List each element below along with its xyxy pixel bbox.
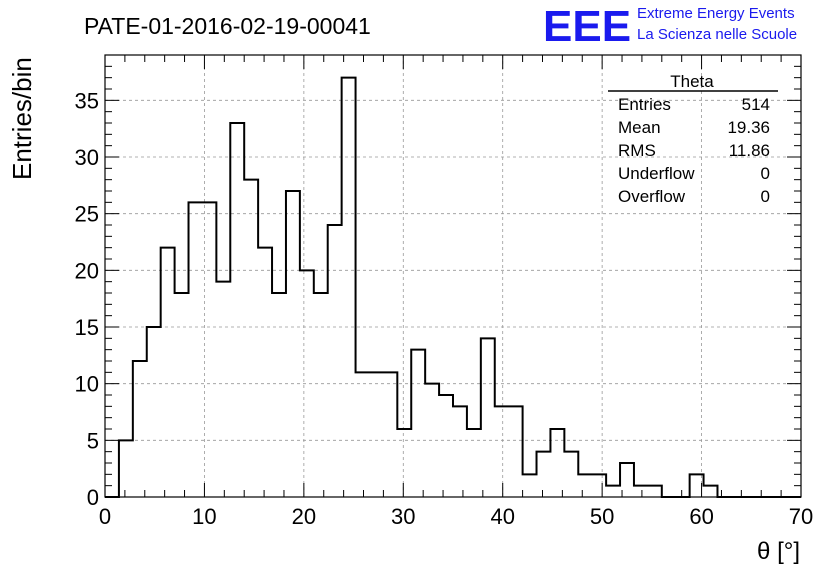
stat-value-entries: 514 [742,95,770,114]
stat-value-mean: 19.36 [727,118,770,137]
stat-label-entries: Entries [618,95,671,114]
x-tick-label: 20 [292,504,316,529]
stat-label-overflow: Overflow [618,187,686,206]
y-tick-label: 15 [75,315,99,340]
stats-box: Theta Entries 514 Mean 19.36 RMS 11.86 U… [608,72,778,206]
x-tick-label: 40 [490,504,514,529]
histogram-line [105,76,801,498]
stat-label-underflow: Underflow [618,164,695,183]
y-tick-label: 0 [87,485,99,510]
plot-frame [104,54,802,498]
eee-logo-line1: Extreme Energy Events [637,5,795,22]
x-tick-label: 50 [590,504,614,529]
y-axis-label: Entries/bin [7,57,37,180]
x-tick-label: 60 [689,504,713,529]
stats-box-title: Theta [670,72,714,91]
eee-logo-mark: EEE [543,2,631,51]
y-tick-label: 35 [75,88,99,113]
x-tick-label: 70 [789,504,813,529]
stat-value-rms: 11.86 [729,141,770,160]
x-tick-label: 0 [99,504,111,529]
eee-logo-line2: La Scienza nelle Scuole [637,26,797,43]
y-tick-label: 5 [87,428,99,453]
stat-label-mean: Mean [618,118,661,137]
stat-value-overflow: 0 [761,187,770,206]
chart-title: PATE-01-2016-02-19-00041 [84,13,371,39]
eee-logo: EEE Extreme Energy Events La Scienza nel… [543,2,797,51]
y-tick-label: 20 [75,258,99,283]
grid [105,55,801,497]
x-axis-label: θ [°] [757,538,800,565]
x-tick-label: 30 [391,504,415,529]
stat-label-rms: RMS [618,141,656,160]
y-tick-label: 10 [75,372,99,397]
tick-labels: 0 10 20 30 40 50 60 70 0 5 10 15 20 25 30 35 [75,88,814,529]
x-tick-label: 10 [192,504,216,529]
y-tick-label: 25 [75,202,99,227]
axis-ticks [104,54,802,498]
stat-value-underflow: 0 [761,164,770,183]
y-tick-label: 30 [75,145,99,170]
